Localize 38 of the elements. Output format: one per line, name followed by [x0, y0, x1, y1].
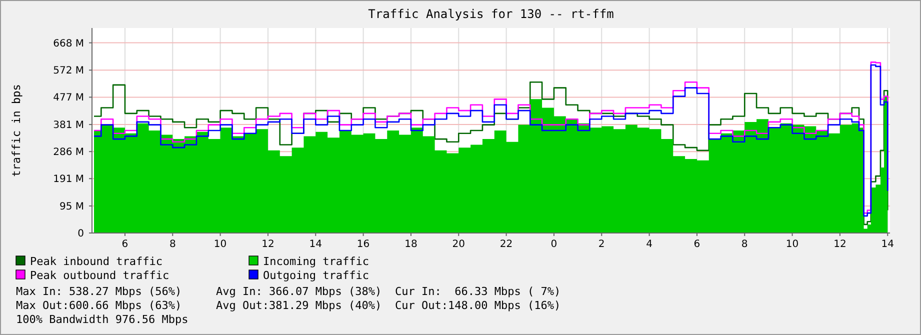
x-tick-label: 12 [262, 239, 274, 250]
y-tick-label: 668 M [53, 38, 84, 50]
text: Cur Out:148.00 Mbps (16%) [395, 299, 561, 312]
series-label: Incoming traffic [263, 255, 369, 268]
text: Cur In: 66.33 Mbps ( 7%) [395, 285, 561, 298]
x-tick-label: 18 [404, 239, 418, 250]
text: Avg In: 366.07 Mbps (38%) [216, 285, 382, 298]
y-tick-label: 381 M [53, 120, 84, 132]
x-tick-label: 14 [881, 239, 894, 250]
x-tick-label: 10 [214, 239, 227, 250]
text: 100% Bandwidth 976.56 Mbps [16, 313, 188, 326]
x-tick-label: 16 [356, 239, 370, 250]
x-tick-label: 10 [786, 239, 799, 250]
x-tick-label: 12 [834, 239, 846, 250]
text: Max In: 538.27 Mbps (56%) [16, 285, 182, 298]
chart-title: Traffic Analysis for 130 -- rt-ffm [368, 7, 614, 21]
legend-label: Peak inbound traffic [30, 255, 162, 268]
x-tick-label: 0 [550, 239, 558, 250]
x-tick-label: 6 [694, 239, 700, 250]
x-tick-label: 2 [598, 239, 605, 250]
x-tick-label: 8 [169, 239, 176, 250]
legend-label: Outgoing traffic [263, 269, 369, 282]
legend-label: Peak outbound traffic [30, 269, 170, 282]
x-tick-label: 8 [741, 239, 748, 250]
x-tick-label: 22 [500, 239, 513, 250]
y-tick-label: 0 [78, 228, 84, 240]
y-tick-label: 191 M [53, 174, 84, 186]
x-tick-label: 20 [452, 239, 465, 250]
y-tick-label: 572 M [53, 66, 84, 77]
y-tick-label: 286 M [53, 147, 84, 158]
text: Max Out:600.66 Mbps (63%) [16, 299, 182, 312]
text: Avg Out:381.29 Mbps (40%) [216, 299, 382, 312]
y-axis-title: traffic in bps [10, 84, 23, 177]
y-tick-label: 477 M [53, 92, 84, 104]
x-tick-label: 6 [122, 239, 128, 250]
x-tick-label: 4 [646, 239, 652, 250]
y-tick-label: 95 M [59, 201, 84, 212]
x-tick-label: 14 [309, 239, 322, 250]
